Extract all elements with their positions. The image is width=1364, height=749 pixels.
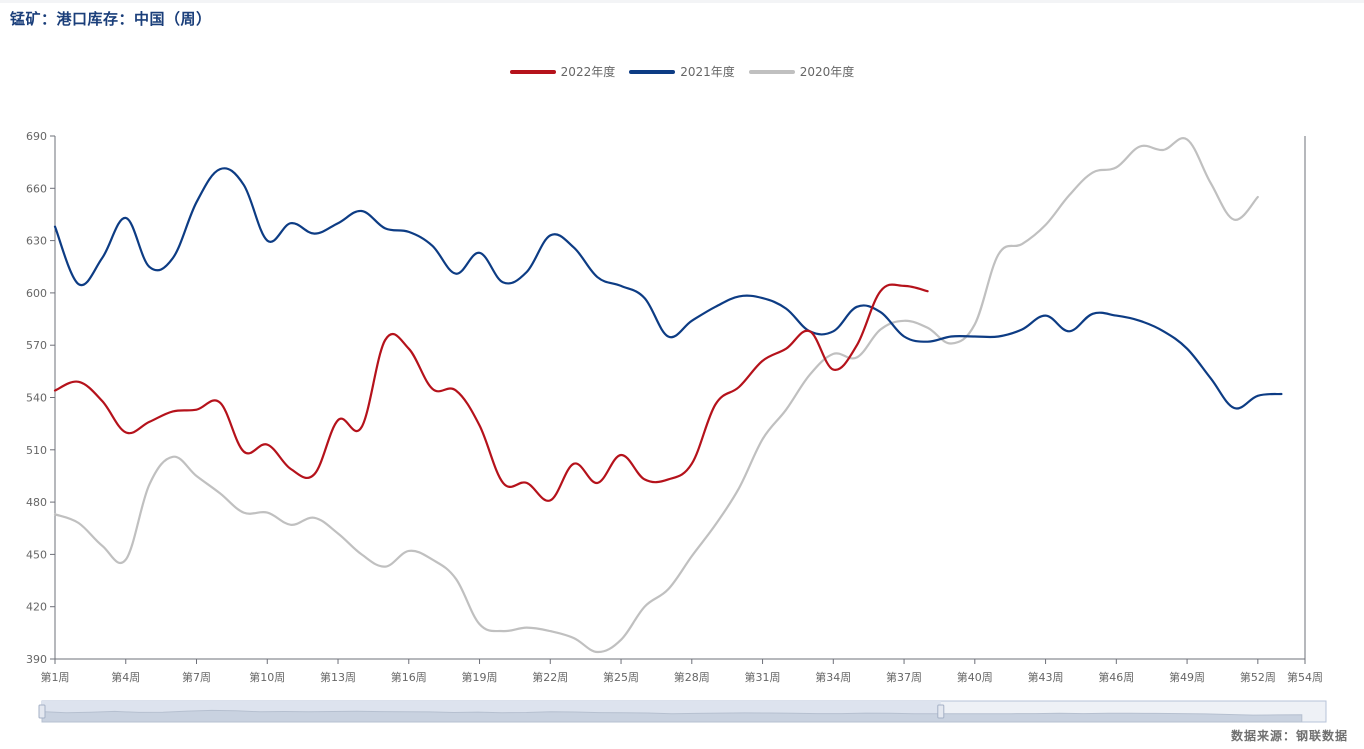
slider-handle-right[interactable]	[937, 704, 945, 719]
x-tick-label: 第43周	[1028, 670, 1064, 684]
series-line-2022年度	[53, 283, 929, 502]
x-tick-label: 第34周	[815, 670, 851, 684]
legend-swatch-2022	[509, 69, 556, 74]
y-tick-label: 480	[26, 496, 47, 509]
x-tick-label: 第25周	[603, 670, 639, 684]
slider-handle-left[interactable]	[38, 704, 46, 719]
y-tick-label: 420	[26, 601, 47, 614]
x-tick-label: 第19周	[462, 670, 498, 684]
x-tick-label: 第28周	[674, 670, 710, 684]
legend-label-2021: 2021年度	[680, 65, 735, 79]
top-bar	[0, 0, 1364, 3]
data-source: 数据来源：钢联数据	[1230, 729, 1348, 743]
y-tick-label: 540	[26, 392, 47, 405]
x-tick-label: 第49周	[1169, 670, 1205, 684]
y-tick-label: 450	[26, 548, 47, 561]
legend-item-2020[interactable]: 2020年度	[748, 63, 855, 80]
series-layer	[53, 137, 1283, 654]
y-tick-label: 570	[26, 339, 47, 352]
legend-label-2020: 2020年度	[799, 65, 855, 79]
x-tick-label: 第31周	[745, 670, 781, 684]
slider-preview	[41, 709, 1303, 723]
x-tick-label: 第1周	[41, 670, 70, 684]
y-tick-label: 600	[26, 287, 47, 300]
legend-item-2021[interactable]: 2021年度	[629, 63, 735, 80]
x-tick-label: 第46周	[1098, 670, 1134, 684]
legend: 2022年度 2021年度 2020年度	[0, 63, 1364, 80]
axes: 390 420 450 480 510 540 570 600 630 660 690 第1周 第4周 第…	[26, 130, 1323, 684]
chart-title: 锰矿：港口库存：中国（周）	[10, 10, 212, 28]
series-line-2021年度	[53, 167, 1283, 410]
y-tick-label: 630	[26, 235, 47, 248]
x-tick-label: 第7周	[182, 670, 211, 684]
legend-swatch-2020	[748, 69, 795, 74]
y-tick-label: 510	[26, 444, 47, 457]
x-tick-label: 第54周	[1287, 670, 1323, 684]
series-line-2020年度	[53, 137, 1259, 654]
x-tick-label: 第52周	[1240, 670, 1276, 684]
x-tick-label: 第22周	[532, 670, 568, 684]
x-tick-label: 第37周	[886, 670, 922, 684]
legend-item-2022[interactable]: 2022年度	[509, 63, 616, 80]
y-tick-label: 660	[26, 182, 47, 195]
legend-swatch-2021	[629, 69, 676, 74]
data-zoom-slider[interactable]	[38, 700, 1327, 723]
x-tick-label: 第10周	[249, 670, 285, 684]
y-tick-label: 690	[26, 130, 47, 143]
legend-label-2022: 2022年度	[560, 65, 616, 79]
x-tick-label: 第16周	[391, 670, 427, 684]
x-tick-label: 第13周	[320, 670, 356, 684]
x-tick-label: 第4周	[111, 670, 140, 684]
x-tick-label: 第40周	[957, 670, 993, 684]
y-tick-label: 390	[26, 653, 47, 666]
